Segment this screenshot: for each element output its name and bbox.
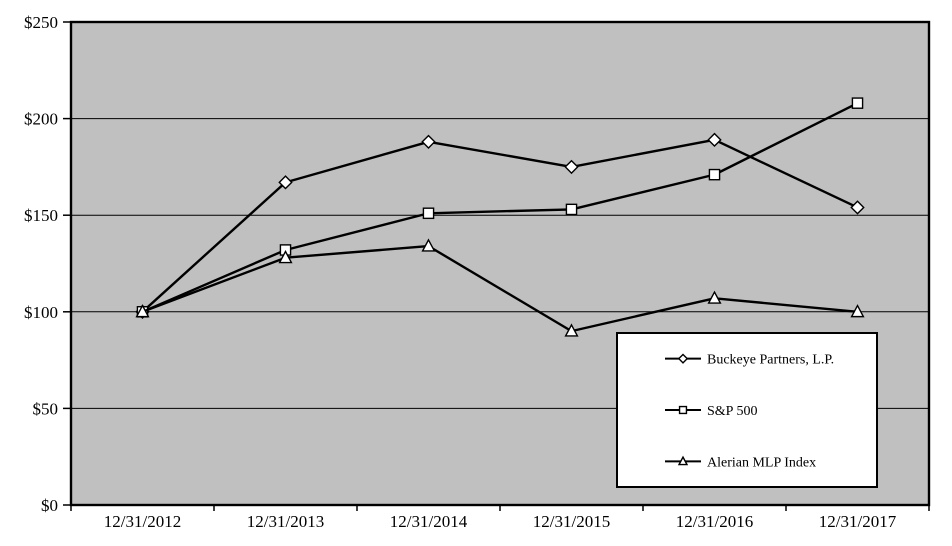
y-axis-label: $200 [24,110,58,129]
y-axis-label: $250 [24,13,58,32]
diamond-marker-icon [850,200,865,215]
legend-item: Alerian MLP Index [665,455,816,470]
x-axis-label: 12/31/2017 [819,512,897,531]
x-axis-label: 12/31/2016 [676,512,753,531]
series-triangle [135,238,865,337]
series-line [142,244,858,333]
square-marker-icon [678,405,688,415]
y-axis-label: $150 [24,206,58,225]
x-axis-label: 12/31/2014 [390,512,468,531]
series-square [136,97,864,318]
diamond-marker-icon [677,353,689,364]
x-axis-label: 12/31/2015 [533,512,610,531]
triangle-marker-icon [135,304,150,318]
x-axis-label: 12/31/2013 [247,512,324,531]
legend-item: S&P 500 [665,404,757,419]
diamond-marker-icon [564,159,579,175]
triangle-marker-icon [707,290,722,304]
triangle-marker-icon [677,455,689,466]
triangle-marker-icon [421,238,436,252]
x-axis-label: 12/31/2012 [104,512,181,531]
square-marker-icon [851,97,864,109]
square-marker-icon [422,207,435,220]
legend-label: S&P 500 [707,404,757,419]
triangle-marker-icon [850,304,865,318]
legend: Buckeye Partners, L.P. S&P 500 Alerian MLP… [616,332,878,488]
triangle-marker-icon [278,250,293,264]
diamond-marker-icon [278,175,293,190]
square-marker-icon [565,203,578,216]
legend-box [616,332,878,488]
legend-item: Buckeye Partners, L.P. [665,353,834,368]
series-line [142,102,859,313]
legend-label: Buckeye Partners, L.P. [707,353,834,368]
y-axis-label: $100 [24,303,58,322]
legend-label: Alerian MLP Index [707,455,816,470]
triangle-marker-icon [564,323,579,337]
y-axis-label: $0 [41,496,58,515]
series-line [141,138,859,313]
diamond-marker-icon [421,134,436,149]
y-axis-label: $50 [33,399,59,418]
diamond-marker-icon [707,132,722,148]
square-marker-icon [708,168,721,181]
